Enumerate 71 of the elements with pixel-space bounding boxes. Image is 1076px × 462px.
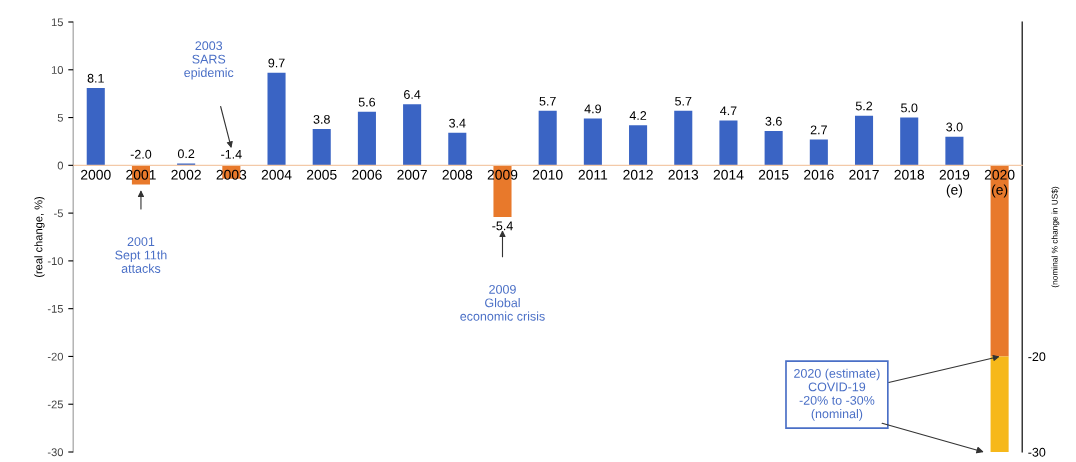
- x-tick-label: 2000: [81, 169, 111, 180]
- annotation: 2001 Sept 11th attacks: [115, 237, 167, 273]
- data-label: 4.7: [720, 106, 737, 116]
- y-tick-label: -10: [47, 257, 64, 266]
- data-label: 3.8: [313, 114, 330, 124]
- bar: [945, 136, 964, 166]
- data-label: 3.4: [449, 118, 466, 128]
- x-tick-label: 2004: [261, 169, 292, 180]
- y-axis-title: (real change, %): [34, 196, 45, 278]
- y-tick-label: 5: [57, 113, 63, 122]
- data-label: 3.6: [765, 116, 782, 126]
- bar: [583, 118, 602, 166]
- bar: [312, 129, 331, 166]
- bar: [900, 117, 919, 166]
- data-label: 2.7: [810, 125, 827, 135]
- y-tick-label: -25: [47, 400, 63, 409]
- data-label: 5.7: [675, 96, 692, 106]
- bar: [764, 130, 783, 166]
- data-label: 4.2: [629, 111, 647, 120]
- data-label: -1.4: [221, 149, 242, 159]
- x-tick-label: 2007: [397, 169, 427, 180]
- x-tick-label: 2006: [352, 169, 382, 180]
- y-tick-label: 10: [51, 66, 64, 74]
- data-label: 5.0: [901, 103, 918, 113]
- x-tick-label: 2015: [758, 169, 789, 180]
- x-tick-label: 2008: [442, 169, 473, 180]
- bar: [86, 87, 105, 166]
- bar: [674, 110, 693, 166]
- data-label: 9.7: [268, 58, 285, 68]
- x-tick-label: 2010: [532, 169, 563, 180]
- data-label: -2.0: [130, 149, 152, 159]
- x-tick-label: 2011: [578, 169, 608, 180]
- x-tick-label: 2013: [668, 169, 699, 180]
- x-tick-label: 2018: [894, 169, 925, 180]
- bar: [357, 111, 376, 166]
- y-tick-label: -20: [47, 352, 64, 361]
- annotation: 2020 (estimate) COVID-19 -20% to -30% (nominal): [794, 368, 880, 421]
- x-tick-label: 2005: [306, 169, 337, 180]
- data-label: 8.1: [87, 73, 104, 83]
- x-tick-label: 2014: [713, 169, 744, 180]
- data-label: 5.6: [358, 97, 376, 107]
- data-label: 0.2: [177, 149, 195, 159]
- y-tick-label: 15: [51, 18, 63, 27]
- y-tick-label: -5: [54, 209, 63, 218]
- x-tick-label: 2012: [623, 169, 653, 180]
- data-label: 5.2: [855, 101, 873, 111]
- x-tick-label: 2002: [171, 169, 201, 180]
- y2-tick-label: -30: [1028, 447, 1046, 457]
- bar: [629, 125, 648, 166]
- data-label: -5.4: [492, 221, 513, 231]
- data-label: 4.9: [584, 104, 601, 114]
- x-tick-label: 2016: [804, 169, 834, 180]
- data-label: 6.4: [404, 90, 421, 99]
- bar: [854, 115, 874, 166]
- bar: [809, 139, 828, 166]
- bar: [719, 120, 738, 166]
- data-label: 3.0: [946, 122, 963, 132]
- bar: [403, 104, 422, 166]
- annotation: 2003 SARS epidemic: [184, 41, 234, 80]
- bar: [267, 72, 286, 166]
- y-tick-label: -30: [47, 448, 64, 457]
- annotation: 2009 Global economic crisis: [460, 284, 545, 321]
- x-tick-label: 2019 (e): [939, 169, 970, 198]
- y-tick-label: 0: [57, 161, 64, 170]
- y-tick-label: -15: [47, 305, 63, 313]
- data-label: 5.7: [539, 96, 556, 106]
- x-tick-label: 2017: [849, 169, 879, 180]
- bar: [538, 110, 557, 166]
- bar: [448, 132, 467, 166]
- y2-axis-title: (nominal % change in US$): [1051, 186, 1060, 288]
- y2-tick-label: -20: [1028, 352, 1046, 362]
